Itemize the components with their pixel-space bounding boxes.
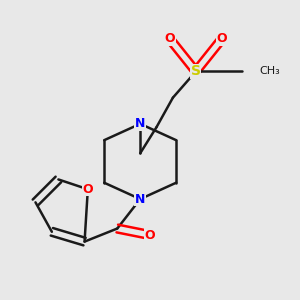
Text: CH₃: CH₃ (260, 67, 280, 76)
Text: O: O (217, 32, 227, 45)
Text: N: N (135, 193, 146, 206)
Text: O: O (164, 32, 175, 45)
Text: O: O (82, 183, 93, 196)
Text: O: O (145, 229, 155, 242)
Text: S: S (191, 64, 201, 79)
Text: N: N (135, 117, 146, 130)
